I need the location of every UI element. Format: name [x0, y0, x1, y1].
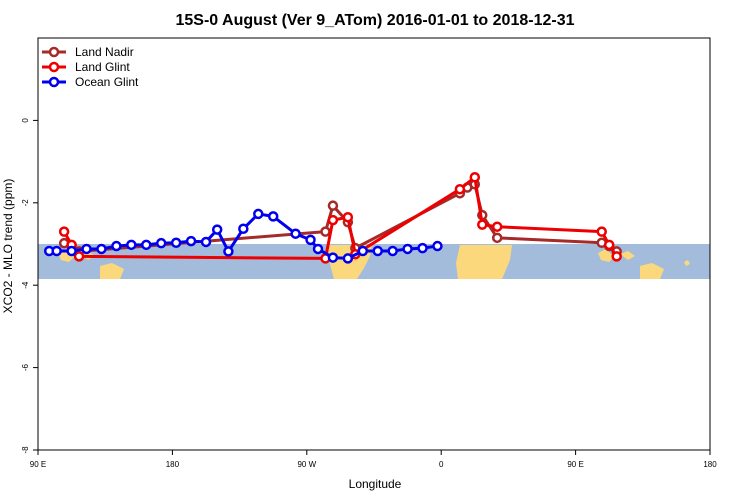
data-point: [58, 226, 70, 237]
y-axis-label: XCO2 - MLO trend (ppm): [1, 179, 15, 314]
land-shape: [620, 251, 635, 260]
series-line: [62, 175, 618, 260]
x-tick-label: 0: [439, 460, 444, 469]
data-point: [342, 211, 354, 223]
y-tick-label: 0: [21, 118, 30, 123]
data-point: [491, 221, 503, 232]
x-tick-label: 180: [703, 460, 717, 469]
data-point: [491, 232, 503, 244]
data-point: [111, 240, 122, 252]
data-point: [387, 245, 398, 257]
data-point: [327, 200, 339, 211]
data-point: [81, 243, 92, 255]
legend-swatch-point: [48, 46, 60, 58]
data-point: [327, 214, 339, 226]
data-point: [238, 223, 249, 235]
data-point: [73, 251, 85, 262]
data-point: [454, 183, 466, 195]
legend-swatch-point: [48, 61, 60, 73]
data-point: [253, 208, 264, 220]
data-point: [372, 245, 383, 257]
axes: 90 E 180 90 W 0 90 E 180 0 -2 -4 -6 -8: [21, 37, 717, 469]
data-point: [342, 253, 354, 264]
y-tick-label: -8: [21, 446, 30, 454]
data-point: [469, 172, 481, 183]
data-point: [290, 228, 301, 239]
land-shape: [684, 260, 690, 266]
series-ocean-glint: [43, 208, 443, 264]
data-point: [185, 235, 197, 247]
data-point: [170, 237, 182, 249]
data-point: [402, 243, 413, 255]
data-point: [320, 226, 331, 237]
data-point: [155, 237, 167, 249]
land-shape: [640, 263, 664, 279]
legend-item: Land Nadir: [42, 45, 134, 59]
data-point: [432, 240, 443, 252]
land-shape: [598, 249, 614, 262]
plot-frame: [37, 37, 711, 451]
data-point: [51, 245, 62, 257]
legend-label: Land Glint: [75, 60, 130, 74]
x-tick-label: 90 W: [297, 460, 316, 469]
data-point: [66, 245, 77, 257]
y-tick-label: -2: [21, 199, 30, 207]
data-point: [305, 234, 316, 246]
data-point: [417, 242, 428, 254]
x-tick-label: 180: [166, 460, 180, 469]
data-point: [596, 226, 607, 237]
legend-swatch-point: [48, 76, 60, 88]
data-point: [200, 236, 212, 248]
series-layer: [43, 172, 622, 264]
legend-label: Land Nadir: [75, 45, 134, 59]
data-point: [126, 239, 137, 251]
x-axis-label: Longitude: [349, 477, 402, 491]
legend-label: Ocean Glint: [75, 75, 139, 89]
data-point: [611, 251, 622, 262]
y-tick-label: -6: [21, 363, 30, 371]
data-point: [477, 219, 488, 230]
land-shape: [456, 245, 512, 279]
data-point: [223, 246, 234, 257]
series-line: [49, 212, 438, 260]
y-tick-label: -4: [21, 281, 30, 289]
data-point: [141, 239, 152, 251]
data-point: [267, 211, 279, 222]
data-point: [327, 252, 339, 263]
data-point: [312, 243, 324, 255]
x-tick-label: 90 E: [567, 460, 583, 469]
data-point: [96, 243, 107, 255]
data-point: [211, 224, 223, 235]
legend-item: Land Glint: [42, 60, 130, 74]
land-shape: [100, 263, 124, 279]
data-point: [357, 245, 369, 257]
chart-title: 15S-0 August (Ver 9_ATom) 2016-01-01 to …: [176, 12, 575, 29]
data-point: [603, 239, 615, 251]
x-tick-label: 90 E: [30, 460, 46, 469]
legend-item: Ocean Glint: [42, 75, 139, 89]
